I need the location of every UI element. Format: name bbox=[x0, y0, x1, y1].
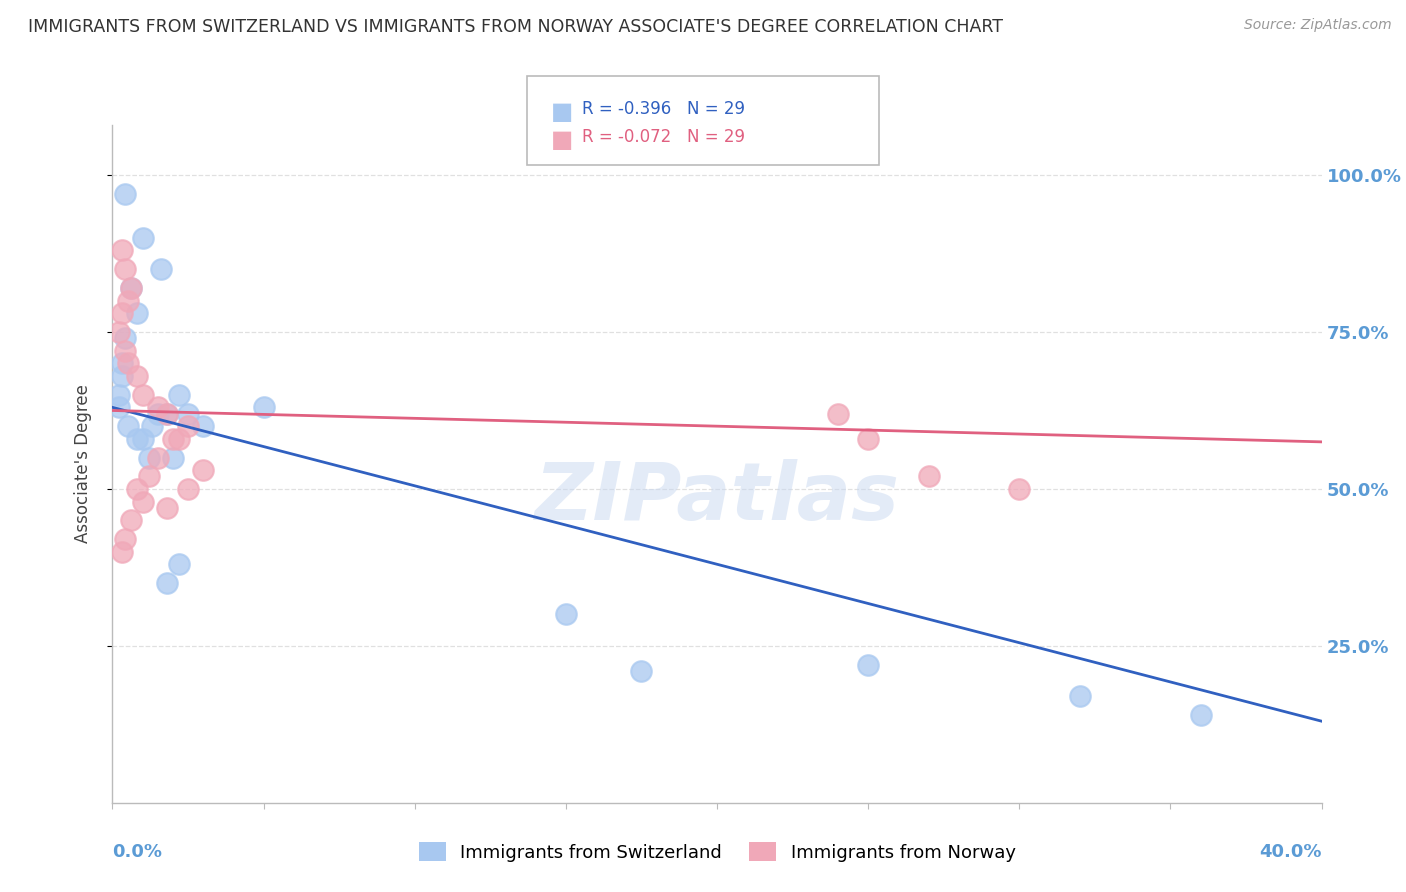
Point bbox=[138, 450, 160, 465]
Point bbox=[167, 432, 190, 446]
Point bbox=[138, 469, 160, 483]
Point bbox=[1008, 482, 1031, 496]
Point bbox=[177, 482, 200, 496]
Text: 40.0%: 40.0% bbox=[1260, 844, 1322, 862]
Point bbox=[117, 419, 139, 434]
Point bbox=[177, 407, 200, 421]
Legend: Immigrants from Switzerland, Immigrants from Norway: Immigrants from Switzerland, Immigrants … bbox=[419, 842, 1015, 862]
Text: 0.0%: 0.0% bbox=[112, 844, 163, 862]
Point bbox=[146, 401, 169, 415]
Point bbox=[120, 281, 142, 295]
Point bbox=[167, 558, 190, 572]
Point bbox=[132, 231, 155, 245]
Point bbox=[114, 331, 136, 345]
Y-axis label: Associate's Degree: Associate's Degree bbox=[73, 384, 91, 543]
Point bbox=[120, 281, 142, 295]
Point bbox=[125, 432, 148, 446]
Point bbox=[191, 419, 214, 434]
Point bbox=[191, 463, 214, 477]
Point bbox=[156, 576, 179, 591]
Point bbox=[132, 432, 155, 446]
Point bbox=[167, 388, 190, 402]
Point bbox=[856, 432, 880, 446]
Text: IMMIGRANTS FROM SWITZERLAND VS IMMIGRANTS FROM NORWAY ASSOCIATE'S DEGREE CORRELA: IMMIGRANTS FROM SWITZERLAND VS IMMIGRANT… bbox=[28, 18, 1002, 36]
Point bbox=[132, 388, 155, 402]
Point bbox=[117, 356, 139, 370]
Text: R = -0.396   N = 29: R = -0.396 N = 29 bbox=[582, 100, 745, 118]
Point bbox=[162, 450, 184, 465]
Point bbox=[146, 450, 169, 465]
Point bbox=[107, 325, 129, 339]
Point bbox=[918, 469, 941, 483]
Point bbox=[141, 419, 163, 434]
Text: ■: ■ bbox=[551, 100, 574, 124]
Point bbox=[132, 494, 155, 508]
Point bbox=[114, 532, 136, 546]
Point bbox=[146, 407, 169, 421]
Point bbox=[117, 293, 139, 308]
Point bbox=[125, 306, 148, 320]
Point bbox=[110, 306, 132, 320]
Point bbox=[177, 419, 200, 434]
Point bbox=[107, 401, 129, 415]
Point bbox=[114, 186, 136, 201]
Point bbox=[125, 368, 148, 383]
Point bbox=[827, 407, 849, 421]
Point bbox=[114, 343, 136, 358]
Point bbox=[110, 244, 132, 258]
Point bbox=[110, 368, 132, 383]
Point bbox=[156, 500, 179, 515]
Point bbox=[1189, 707, 1212, 722]
Point bbox=[156, 407, 179, 421]
Point bbox=[114, 262, 136, 277]
Point bbox=[107, 388, 129, 402]
Point bbox=[856, 657, 880, 672]
Point bbox=[162, 432, 184, 446]
Point bbox=[120, 513, 142, 527]
Text: ZIPatlas: ZIPatlas bbox=[534, 458, 900, 537]
Text: R = -0.072   N = 29: R = -0.072 N = 29 bbox=[582, 128, 745, 146]
Point bbox=[1069, 689, 1091, 703]
Point bbox=[156, 407, 179, 421]
Point bbox=[125, 482, 148, 496]
Point bbox=[110, 545, 132, 559]
Point bbox=[630, 664, 652, 678]
Point bbox=[554, 607, 576, 622]
Point bbox=[253, 401, 276, 415]
Point bbox=[149, 262, 172, 277]
Point bbox=[110, 356, 132, 370]
Text: Source: ZipAtlas.com: Source: ZipAtlas.com bbox=[1244, 18, 1392, 32]
Text: ■: ■ bbox=[551, 128, 574, 153]
